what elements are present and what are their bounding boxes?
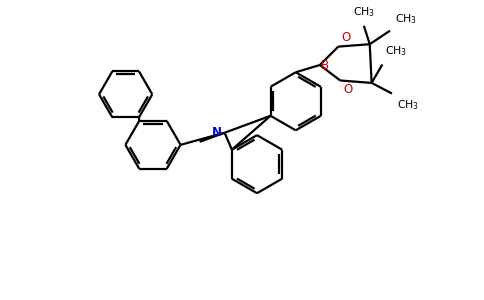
Text: N: N <box>212 126 222 139</box>
Text: CH$_3$: CH$_3$ <box>397 98 419 112</box>
Text: CH$_3$: CH$_3$ <box>395 12 417 26</box>
Text: CH$_3$: CH$_3$ <box>353 5 375 19</box>
Text: CH$_3$: CH$_3$ <box>385 44 408 58</box>
Text: O: O <box>343 83 352 96</box>
Text: B: B <box>321 58 330 71</box>
Text: O: O <box>341 31 350 44</box>
